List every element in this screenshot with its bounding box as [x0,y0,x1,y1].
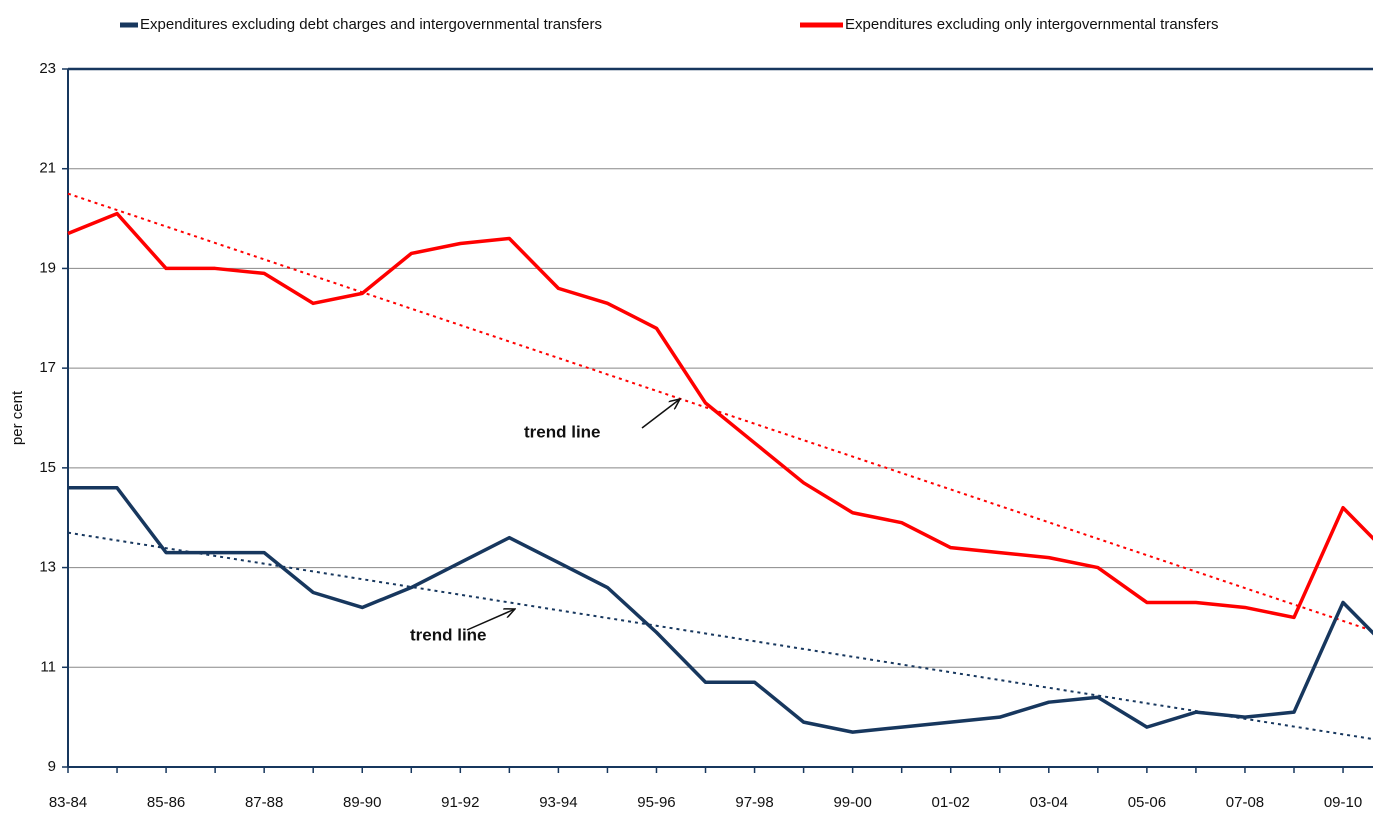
annotation: trend line [524,422,601,441]
x-tick-label: 07-08 [1226,794,1264,811]
y-tick-label: 11 [40,658,56,675]
annotation-arrow [641,399,680,429]
x-tick-label: 95-96 [637,794,675,811]
x-tick-label: 91-92 [441,794,479,811]
x-tick-label: 87-88 [245,794,283,811]
x-tick-label: 99-00 [833,794,871,811]
plot-area [67,192,1373,741]
x-tick-label: 97-98 [735,794,773,811]
x-tick-label: 85-86 [147,794,185,811]
y-tick-label: 23 [39,60,56,77]
x-tick-label: 05-06 [1128,794,1166,811]
trend-line [67,531,1373,741]
legend-label: Expenditures excluding only intergovernm… [845,16,1219,33]
x-tick-label: 03-04 [1030,794,1068,811]
y-tick-label: 17 [39,359,56,376]
x-tick-label: 93-94 [539,794,577,811]
x-tick-label: 83-84 [49,794,87,811]
annotation-arrow [466,609,515,631]
y-tick-label: 21 [39,160,56,177]
x-tick-label: 01-02 [932,794,970,811]
legend-label: Expenditures excluding debt charges and … [140,16,602,33]
data-line [67,211,1373,620]
y-tick-label: 9 [48,758,56,775]
y-tick-label: 19 [39,259,56,276]
y-tick-label: 13 [39,559,56,576]
x-tick-label: 89-90 [343,794,381,811]
data-line [68,486,1373,734]
annotation: trend line [410,625,487,644]
y-axis-label: per cent [9,390,26,445]
x-tick-label: 09-10 [1324,794,1362,811]
y-tick-label: 15 [39,459,56,476]
trend-line [67,192,1373,633]
